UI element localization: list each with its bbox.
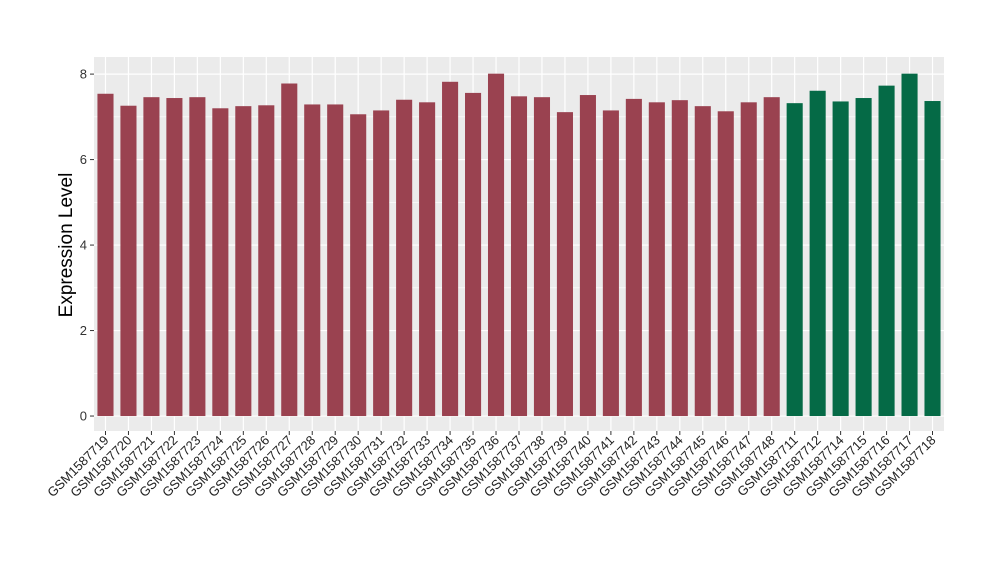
y-tick-label: 0 xyxy=(80,409,87,424)
bar-GSM1587717 xyxy=(901,73,918,417)
bar-GSM1587723 xyxy=(189,97,206,417)
y-tick-label: 8 xyxy=(80,67,87,82)
y-tick-label: 4 xyxy=(80,238,87,253)
bar-GSM1587729 xyxy=(327,104,344,417)
bar-GSM1587741 xyxy=(602,110,619,417)
bar-GSM1587731 xyxy=(373,110,390,417)
bar-GSM1587719 xyxy=(97,93,114,417)
bar-GSM1587722 xyxy=(166,98,183,417)
bar-GSM1587730 xyxy=(350,114,367,417)
bar-GSM1587714 xyxy=(832,101,849,417)
bar-GSM1587736 xyxy=(487,73,505,417)
bar-GSM1587711 xyxy=(786,103,803,417)
bar-GSM1587733 xyxy=(419,102,436,417)
bar-GSM1587718 xyxy=(924,101,941,417)
y-tick-label: 6 xyxy=(80,152,87,167)
bar-GSM1587742 xyxy=(625,98,642,417)
bar-GSM1587744 xyxy=(671,100,688,417)
bar-GSM1587726 xyxy=(258,105,275,417)
bar-GSM1587716 xyxy=(878,85,895,417)
bar-GSM1587748 xyxy=(763,97,780,417)
bars xyxy=(97,73,941,417)
bar-GSM1587725 xyxy=(235,106,252,417)
bar-GSM1587720 xyxy=(120,105,137,417)
bar-GSM1587724 xyxy=(212,108,229,417)
bar-GSM1587737 xyxy=(510,96,528,417)
bar-GSM1587727 xyxy=(281,83,298,417)
bar-GSM1587740 xyxy=(579,95,596,417)
bar-GSM1587732 xyxy=(396,99,413,417)
bar-GSM1587721 xyxy=(143,97,160,417)
bar-GSM1587738 xyxy=(533,97,551,417)
bar-GSM1587747 xyxy=(740,102,757,417)
x-axis: GSM1587719GSM1587720GSM1587721GSM1587722… xyxy=(44,431,939,500)
y-axis: 0 2 4 6 8 xyxy=(80,67,94,424)
y-axis-title: Expression Level xyxy=(56,173,77,318)
bar-GSM1587712 xyxy=(809,90,826,417)
bar-GSM1587735 xyxy=(465,92,482,417)
bar-GSM1587746 xyxy=(717,111,734,417)
bar-GSM1587715 xyxy=(855,98,872,417)
y-tick-label: 2 xyxy=(80,323,87,338)
bar-GSM1587745 xyxy=(694,106,711,417)
bar-GSM1587734 xyxy=(442,81,459,417)
bar-GSM1587739 xyxy=(556,112,573,417)
bar-GSM1587728 xyxy=(304,104,321,417)
bar-GSM1587743 xyxy=(648,102,665,417)
